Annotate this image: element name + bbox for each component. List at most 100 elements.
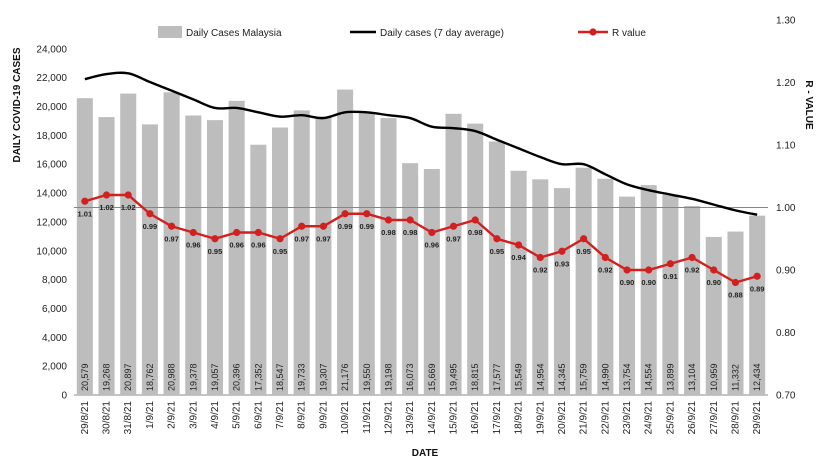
bar [510,170,527,395]
bar [293,110,310,396]
axes: 0 2,000 4,000 6,000 8,000 10,000 12,000 14,000 1… [36,16,795,435]
r-value-label: 0.92 [685,266,700,275]
r-value-label: 0.90 [706,278,721,287]
y-tick-label: 18,000 [36,131,67,142]
x-tick-label: 8/9/21 [297,401,308,429]
y-axis-title: DAILY COVID-19 CASES [12,47,23,162]
x-tick-label: 14/9/21 [427,401,438,435]
bar-value-label: 19,733 [297,363,307,391]
y-tick-label: 10,000 [36,246,67,257]
r-value-point [124,191,132,199]
bar-value-label: 18,762 [145,363,155,391]
y-tick-label: 22,000 [36,73,67,84]
y2-tick-label: 0.80 [776,328,796,339]
bar [402,163,419,395]
x-tick-label: 24/9/21 [644,401,655,435]
y2-tick-label: 0.70 [776,391,796,402]
bar-value-label: 14,554 [644,363,654,391]
bar-value-label: 14,990 [600,363,610,391]
bar-value-label: 10,959 [709,363,719,391]
bar-value-label: 14,345 [557,363,567,391]
x-tick-label: 29/8/21 [80,401,91,435]
legend-label-average: Daily cases (7 day average) [380,28,504,39]
y-tick-label: 16,000 [36,160,67,171]
bar [76,98,93,395]
bar [163,92,180,396]
r-value-point [102,191,111,199]
r-value-label: 0.91 [663,272,678,281]
bar-value-label: 15,669 [427,363,437,391]
x-tick-label: 26/9/21 [687,401,698,435]
bar-value-label: 21,176 [340,363,350,391]
legend-label-bars: Daily Cases Malaysia [186,28,282,39]
bar [315,116,332,395]
r-value-label: 0.96 [229,241,244,250]
r-value-label: 0.93 [555,259,570,268]
bar [120,93,137,396]
legend: Daily Cases Malaysia Daily cases (7 day a… [158,26,646,39]
bar-value-label: 19,057 [210,363,220,391]
bar-value-label: 20,579 [80,363,90,391]
r-value-point [189,228,197,237]
bar [358,113,375,396]
r-value-series: 1.01 1.02 1.02 0.99 0.97 0.96 0.95 0.96 0.96 0.95… [78,191,764,300]
bar [467,123,484,395]
r-value-label: 0.92 [598,266,613,275]
r-value-label: 1.02 [99,203,114,212]
r-value-point [81,197,89,205]
r-value-point [298,222,306,230]
y2-tick-label: 1.20 [776,78,796,89]
bar-value-label: 20,396 [232,363,242,391]
r-value-label: 0.99 [359,222,374,231]
bar [575,167,592,395]
bar [228,100,245,396]
x-tick-label: 31/8/21 [123,401,134,435]
r-value-point [233,228,241,237]
y2-axis-title: R - VALUE [803,80,814,130]
x-tick-label: 17/9/21 [492,401,503,435]
r-value-point [276,235,284,243]
r-value-point [753,272,761,280]
x-tick-label: 16/9/21 [470,401,481,435]
bar-value-label: 18,815 [470,363,480,391]
bar [532,179,549,395]
r-value-label: 0.96 [251,241,266,250]
r-value-label: 0.99 [143,222,158,231]
x-tick-label: 13/9/21 [405,401,416,435]
y-tick-label: 2,000 [42,362,67,373]
average-line-series [84,71,758,216]
r-value-point [341,210,349,218]
x-tick-label: 7/9/21 [275,401,286,429]
x-tick-label: 18/9/21 [514,401,525,435]
bar [488,141,505,395]
r-value-label: 0.95 [490,247,505,256]
r-value-label: 1.02 [121,203,136,212]
bar [272,127,289,396]
x-tick-label: 27/9/21 [709,401,720,435]
bar [337,89,354,396]
y-tick-label: 24,000 [36,44,67,55]
r-value-point [580,235,588,243]
average-line [84,71,758,216]
r-value-point [645,266,653,274]
bar-value-label: 14,954 [535,363,545,391]
bar [250,144,267,395]
r-value-label: 0.96 [186,241,201,250]
r-value-point [688,253,696,262]
r-value-point [601,253,609,262]
legend-label-r: R value [612,28,646,39]
bar-value-label: 12,434 [752,363,762,391]
x-tick-label: 21/9/21 [579,401,590,435]
r-value-label: 0.97 [446,234,461,243]
r-value-point [558,247,566,255]
r-value-point [254,228,262,237]
r-value-point [514,241,523,249]
y-tick-label: 12,000 [36,217,67,228]
r-value-point [406,216,414,224]
bar [185,115,202,395]
y2-tick-label: 1.00 [776,203,796,214]
bar [423,169,440,395]
bar-value-label: 20,897 [123,363,133,391]
r-value-point [710,266,718,274]
r-value-point [471,216,479,224]
